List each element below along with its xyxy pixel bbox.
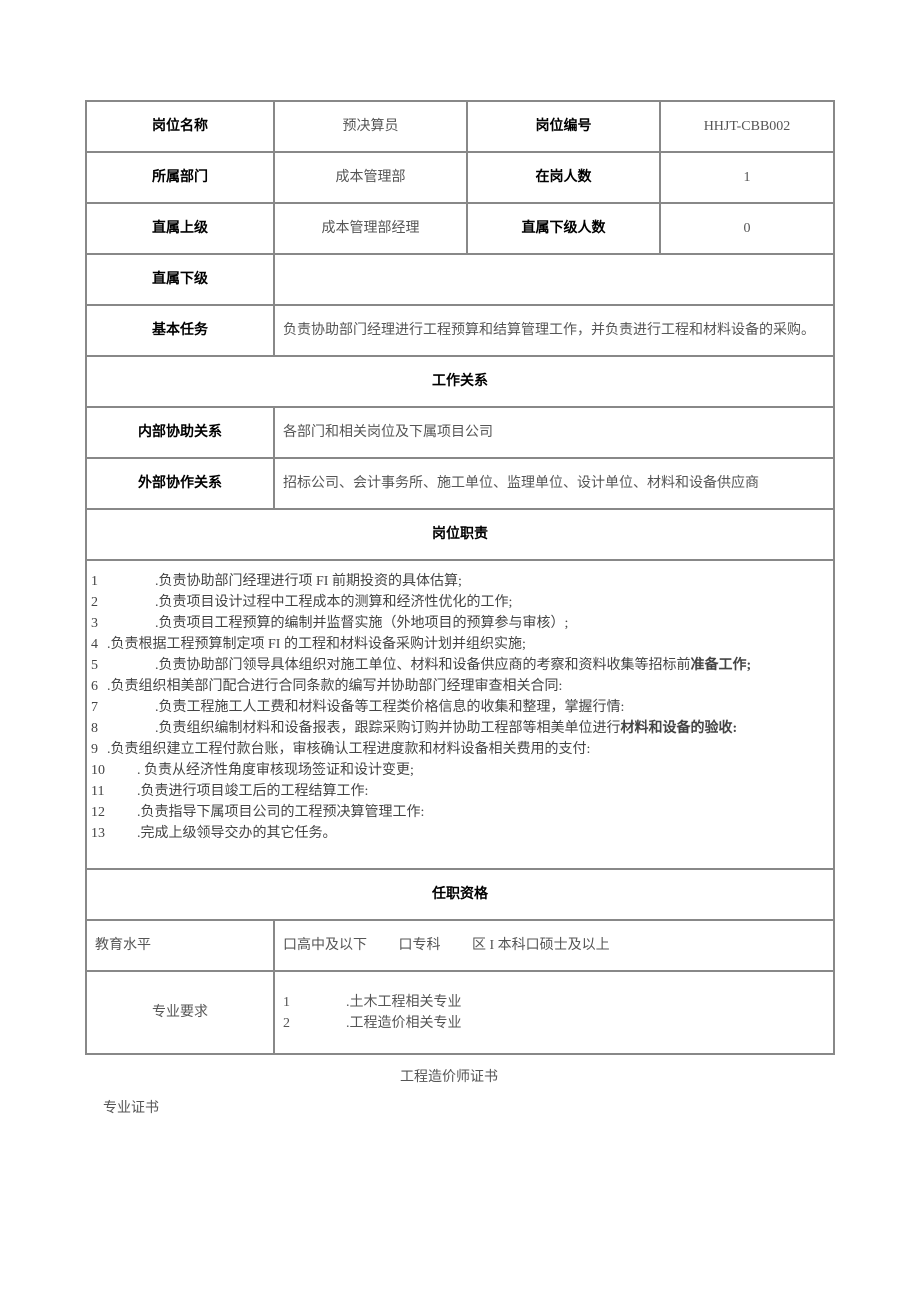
education-options: 口高中及以下 口专科 区 I 本科口硕士及以上 bbox=[274, 920, 834, 971]
row-internal-rel: 内部协助关系 各部门和相关岗位及下属项目公司 bbox=[86, 407, 834, 458]
label-education: 教育水平 bbox=[86, 920, 274, 971]
duty-line: 7.负责工程施工人工费和材料设备等工程类价格信息的收集和整理，掌握行情: bbox=[91, 697, 829, 718]
header-work-relations: 工作关系 bbox=[86, 356, 834, 407]
value-external-rel: 招标公司、会计事务所、施工单位、监理单位、设计单位、材料和设备供应商 bbox=[274, 458, 834, 509]
row-external-rel: 外部协作关系 招标公司、会计事务所、施工单位、监理单位、设计单位、材料和设备供应… bbox=[86, 458, 834, 509]
label-subcount: 直属下级人数 bbox=[467, 203, 660, 254]
label-headcount: 在岗人数 bbox=[467, 152, 660, 203]
duty-line: 11.负责进行项目竣工后的工程结算工作: bbox=[91, 781, 829, 802]
below-table-text: 工程造价师证书 专业证书 bbox=[85, 1063, 835, 1125]
value-headcount: 1 bbox=[660, 152, 834, 203]
edu-opt-bachelor: 区 I 本科口硕士及以上 bbox=[472, 938, 610, 953]
duties-content: 1.负责协助部门经理进行项 FI 前期投资的具体估算;2.负责项目设计过程中工程… bbox=[86, 560, 834, 869]
value-position-code: HHJT-CBB002 bbox=[660, 101, 834, 152]
duty-line: 12.负责指导下属项目公司的工程预决算管理工作: bbox=[91, 802, 829, 823]
row-basic-task: 基本任务 负责协助部门经理进行工程预算和结算管理工作，并负责进行工程和材料设备的… bbox=[86, 305, 834, 356]
value-basic-task: 负责协助部门经理进行工程预算和结算管理工作，并负责进行工程和材料设备的采购。 bbox=[274, 305, 834, 356]
label-department: 所属部门 bbox=[86, 152, 274, 203]
label-subordinate: 直属下级 bbox=[86, 254, 274, 305]
duty-line: 6.负责组织相美部门配合进行合同条款的编写并协助部门经理审查相关合同: bbox=[91, 676, 829, 697]
duty-line: 1.负责协助部门经理进行项 FI 前期投资的具体估算; bbox=[91, 571, 829, 592]
value-subordinate bbox=[274, 254, 834, 305]
row-position: 岗位名称 预决算员 岗位编号 HHJT-CBB002 bbox=[86, 101, 834, 152]
duty-line: 8.负责组织编制材料和设备报表，跟踪采购订购并协助工程部等相美单位进行材料和设备… bbox=[91, 718, 829, 739]
major-2-num: 2 bbox=[283, 1013, 299, 1034]
row-major-req: 专业要求 1 .土木工程相关专业 2 .工程造价相关专业 bbox=[86, 971, 834, 1054]
cert-value: 工程造价师证书 bbox=[400, 1063, 835, 1094]
header-duties: 岗位职责 bbox=[86, 509, 834, 560]
header-qualifications: 任职资格 bbox=[86, 869, 834, 920]
label-supervisor: 直属上级 bbox=[86, 203, 274, 254]
duty-line: 9.负责组织建立工程付款台账，审核确认工程进度款和材料设备相关费用的支付: bbox=[91, 739, 829, 760]
row-subordinate: 直属下级 bbox=[86, 254, 834, 305]
duty-line: 5.负责协助部门领导具体组织对施工单位、材料和设备供应商的考察和资料收集等招标前… bbox=[91, 655, 829, 676]
duty-line: 4.负责根据工程预算制定项 FI 的工程和材料设备采购计划并组织实施; bbox=[91, 634, 829, 655]
edu-opt-highschool: 口高中及以下 bbox=[283, 938, 367, 953]
row-department: 所属部门 成本管理部 在岗人数 1 bbox=[86, 152, 834, 203]
row-work-relations-header: 工作关系 bbox=[86, 356, 834, 407]
row-education: 教育水平 口高中及以下 口专科 区 I 本科口硕士及以上 bbox=[86, 920, 834, 971]
major-1-num: 1 bbox=[283, 992, 299, 1013]
label-major-req: 专业要求 bbox=[86, 971, 274, 1054]
label-basic-task: 基本任务 bbox=[86, 305, 274, 356]
row-qualifications-header: 任职资格 bbox=[86, 869, 834, 920]
major-1-text: .土木工程相关专业 bbox=[346, 995, 462, 1010]
value-major-req: 1 .土木工程相关专业 2 .工程造价相关专业 bbox=[274, 971, 834, 1054]
row-supervisor: 直属上级 成本管理部经理 直属下级人数 0 bbox=[86, 203, 834, 254]
value-subcount: 0 bbox=[660, 203, 834, 254]
value-supervisor: 成本管理部经理 bbox=[274, 203, 467, 254]
label-internal-rel: 内部协助关系 bbox=[86, 407, 274, 458]
value-internal-rel: 各部门和相关岗位及下属项目公司 bbox=[274, 407, 834, 458]
major-2-text: .工程造价相关专业 bbox=[346, 1016, 462, 1031]
label-cert: 专业证书 bbox=[103, 1094, 835, 1125]
duty-line: 13.完成上级领导交办的其它任务。 bbox=[91, 823, 829, 844]
duty-line: 2.负责项目设计过程中工程成本的测算和经济性优化的工作; bbox=[91, 592, 829, 613]
duty-line: 3.负责项目工程预算的编制并监督实施（外地项目的预算参与审核）; bbox=[91, 613, 829, 634]
row-duties-body: 1.负责协助部门经理进行项 FI 前期投资的具体估算;2.负责项目设计过程中工程… bbox=[86, 560, 834, 869]
duty-line: 10. 负责从经济性角度审核现场签证和设计变更; bbox=[91, 760, 829, 781]
value-position-name: 预决算员 bbox=[274, 101, 467, 152]
row-duties-header: 岗位职责 bbox=[86, 509, 834, 560]
label-position-name: 岗位名称 bbox=[86, 101, 274, 152]
label-position-code: 岗位编号 bbox=[467, 101, 660, 152]
edu-opt-college: 口专科 bbox=[399, 938, 441, 953]
value-department: 成本管理部 bbox=[274, 152, 467, 203]
job-description-table: 岗位名称 预决算员 岗位编号 HHJT-CBB002 所属部门 成本管理部 在岗… bbox=[85, 100, 835, 1055]
label-external-rel: 外部协作关系 bbox=[86, 458, 274, 509]
